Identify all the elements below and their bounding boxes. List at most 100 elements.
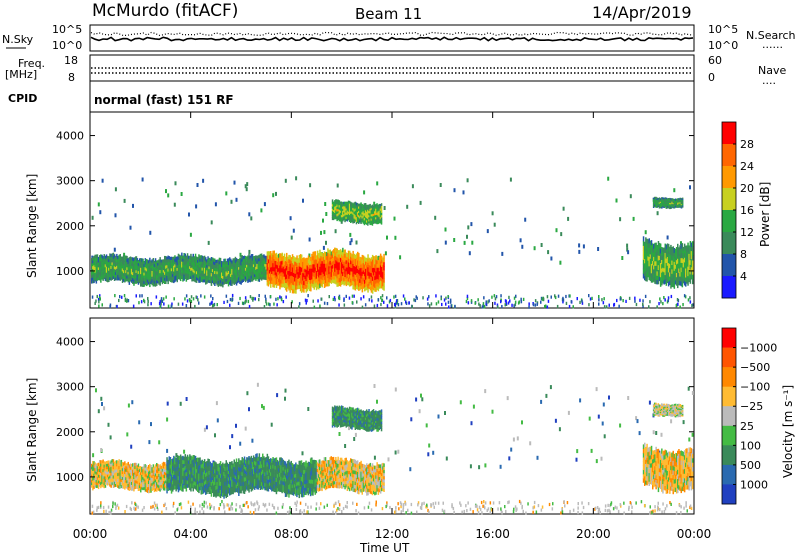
scatter-echo-cell <box>541 243 543 247</box>
scatter-echo-cell <box>211 220 213 224</box>
scatter-echo-cell <box>421 397 423 401</box>
ground-scatter-cell <box>552 502 554 505</box>
heatmap-cell <box>692 246 694 251</box>
ground-scatter-cell <box>199 511 201 514</box>
ground-scatter-cell <box>395 506 397 509</box>
ground-scatter-cell <box>371 295 373 298</box>
y-tick-label: 1000 <box>56 265 84 278</box>
scatter-echo-cell <box>180 402 182 406</box>
ground-scatter-cell <box>605 509 607 512</box>
ground-scatter-cell <box>212 297 214 300</box>
y-tick-label: 3000 <box>56 175 84 188</box>
colorbar-tick-label: 8 <box>740 248 747 261</box>
ground-scatter-cell <box>508 500 510 503</box>
ground-scatter-cell <box>495 297 497 300</box>
scatter-echo-cell <box>225 191 227 195</box>
ground-scatter-cell <box>614 303 616 306</box>
scatter-echo-cell <box>670 419 672 423</box>
ground-scatter-cell <box>402 509 404 512</box>
ground-scatter-cell <box>536 511 538 514</box>
ground-scatter-cell <box>314 306 316 309</box>
ground-scatter-cell <box>451 304 453 307</box>
ground-scatter-cell <box>385 505 387 508</box>
ground-scatter-cell <box>147 303 149 306</box>
ground-scatter-cell <box>488 507 490 510</box>
ground-scatter-cell <box>275 298 277 301</box>
ground-scatter-cell <box>103 510 105 513</box>
ground-scatter-cell <box>461 511 463 514</box>
power-ylabel: Slant Range [km] <box>25 174 39 278</box>
scatter-echo-cell <box>397 450 399 454</box>
scatter-echo-cell <box>175 181 177 185</box>
ground-scatter-cell <box>285 296 287 299</box>
ground-scatter-cell <box>595 507 597 510</box>
colorbar-swatch <box>722 144 736 166</box>
scatter-echo-cell <box>420 201 422 205</box>
ground-scatter-cell <box>143 506 145 509</box>
scatter-echo-cell <box>325 212 327 216</box>
scatter-echo-cell <box>110 435 112 439</box>
ground-scatter-cell <box>471 299 473 302</box>
ground-scatter-cell <box>690 300 692 303</box>
ground-scatter-cell <box>174 511 176 514</box>
ground-scatter-cell <box>453 507 455 510</box>
ground-scatter-cell <box>347 501 349 504</box>
ground-scatter-cell <box>447 295 449 298</box>
ground-scatter-cell <box>387 304 389 307</box>
scatter-echo-cell <box>521 245 523 249</box>
scatter-echo-cell <box>385 251 387 255</box>
scatter-echo-cell <box>689 185 691 189</box>
ground-scatter-cell <box>307 506 309 509</box>
ground-scatter-cell <box>497 507 499 510</box>
heatmap-cell <box>181 253 183 256</box>
ground-scatter-cell <box>112 502 114 505</box>
scatter-echo-cell <box>563 207 565 211</box>
scatter-echo-cell <box>150 422 152 426</box>
ground-scatter-cell <box>547 295 549 298</box>
ground-scatter-cell <box>497 305 499 308</box>
ground-scatter-cell <box>319 305 321 308</box>
ground-scatter-cell <box>661 510 663 513</box>
scatter-echo-cell <box>578 243 580 247</box>
scatter-echo-cell <box>608 396 610 400</box>
colorbar-swatch <box>722 232 736 254</box>
scatter-echo-cell <box>355 433 357 437</box>
ground-scatter-cell <box>245 296 247 299</box>
scatter-echo-cell <box>692 391 694 395</box>
colorbar-swatch <box>722 166 736 188</box>
ground-scatter-cell <box>243 504 245 507</box>
ground-scatter-cell <box>606 305 608 308</box>
ground-scatter-cell <box>263 503 265 506</box>
nave-legend-dots: .... <box>762 74 776 87</box>
ground-scatter-cell <box>161 511 163 514</box>
ground-scatter-cell <box>618 305 620 308</box>
scatter-echo-cell <box>339 432 341 436</box>
ground-scatter-cell <box>98 300 100 303</box>
ground-scatter-cell <box>307 294 309 297</box>
scatter-echo-cell <box>324 202 326 206</box>
ground-scatter-cell <box>547 306 549 309</box>
scatter-echo-cell <box>440 183 442 187</box>
ground-scatter-cell <box>118 299 120 302</box>
scatter-echo-cell <box>99 210 101 214</box>
ground-scatter-cell <box>203 504 205 507</box>
scatter-echo-cell <box>231 200 233 204</box>
ground-scatter-cell <box>577 297 579 300</box>
ground-scatter-cell <box>276 512 278 515</box>
heatmap-cell <box>692 265 694 270</box>
heatmap-cell <box>315 251 317 255</box>
ground-scatter-cell <box>578 502 580 505</box>
scatter-echo-cell <box>589 417 591 421</box>
scatter-echo-cell <box>376 181 378 185</box>
ground-scatter-cell <box>467 501 469 504</box>
ground-scatter-cell <box>397 502 399 505</box>
heatmap-cell <box>383 266 385 270</box>
cpid-label: CPID <box>8 92 37 105</box>
ground-scatter-cell <box>509 299 511 302</box>
heatmap-cell <box>129 282 131 285</box>
ground-scatter-cell <box>427 298 429 301</box>
ground-scatter-cell <box>598 295 600 298</box>
scatter-echo-cell <box>264 202 266 206</box>
ground-scatter-cell <box>186 304 188 307</box>
ground-scatter-cell <box>482 305 484 308</box>
